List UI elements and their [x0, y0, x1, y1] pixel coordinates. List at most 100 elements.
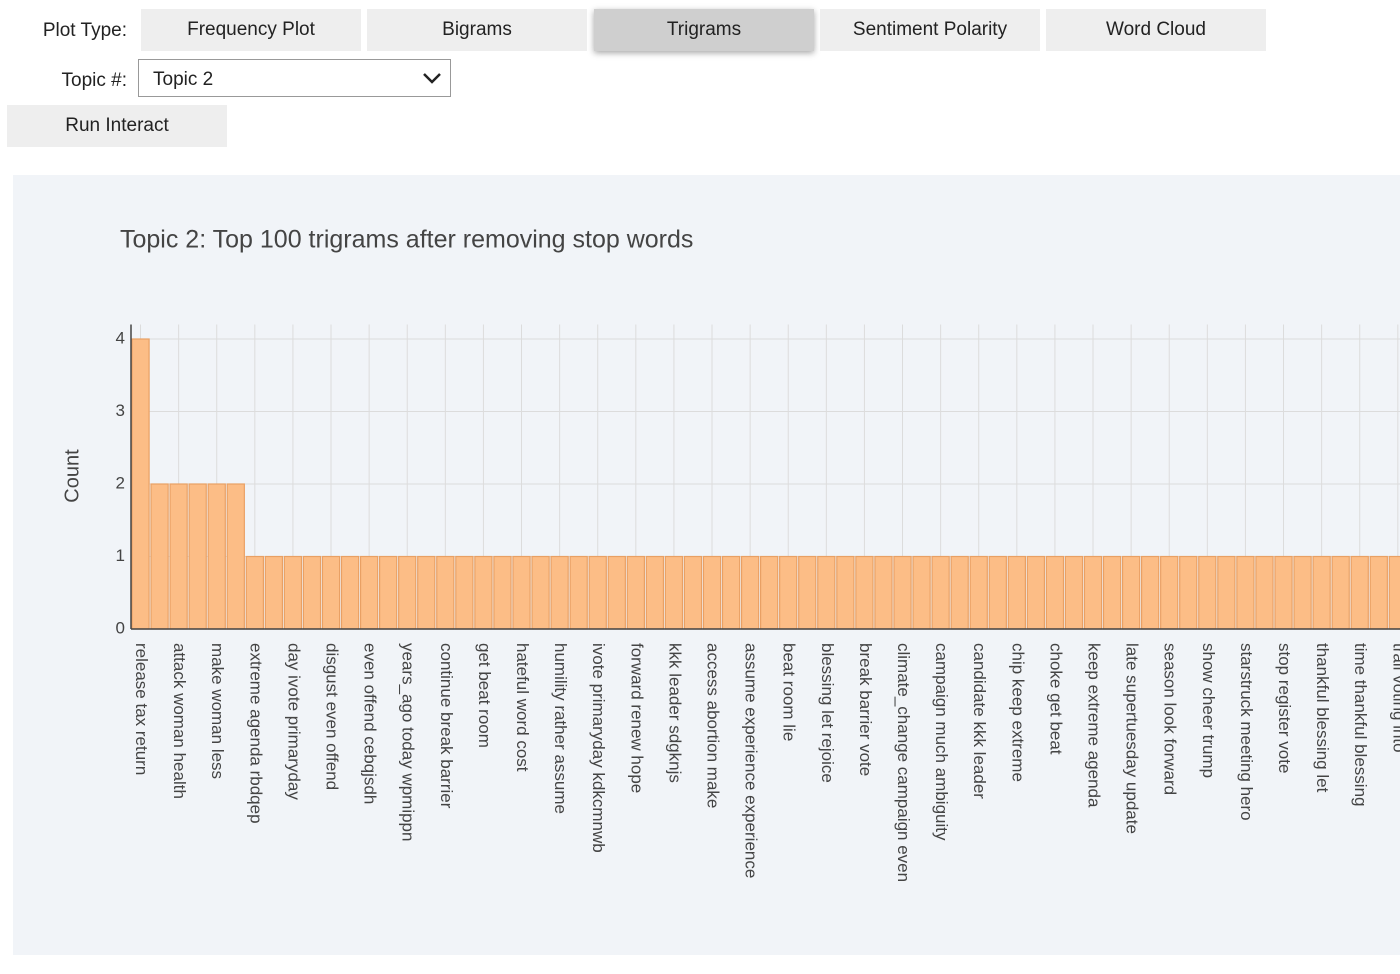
x-tick-label: trail voting into [1389, 643, 1400, 753]
plot-type-button[interactable]: Trigrams [594, 9, 814, 51]
x-tick-label: blessing let rejoice [818, 643, 837, 783]
bar [1064, 555, 1084, 630]
x-tick-label: starstruck meeting hero [1237, 643, 1256, 821]
bar [359, 555, 379, 630]
bar [1331, 555, 1350, 630]
bar [893, 555, 912, 630]
x-tick-label: humility rather assume [551, 643, 570, 814]
bar [1179, 555, 1198, 630]
bar [531, 555, 550, 630]
x-tick-label: even offend cebqjsdh [361, 643, 380, 804]
bar [626, 555, 645, 630]
bar [779, 555, 798, 630]
bar [512, 555, 531, 630]
bar [1141, 555, 1160, 630]
bar [1350, 555, 1369, 630]
plot-type-button[interactable]: Frequency Plot [141, 9, 361, 51]
x-tick-label: candidate kkk leader [970, 643, 989, 799]
bar [245, 555, 264, 630]
bar [131, 338, 150, 630]
x-tick-label: day ivote primaryday [284, 643, 303, 800]
bar [1217, 555, 1236, 630]
bar [855, 555, 874, 630]
topic-label: Topic #: [61, 70, 127, 91]
bar [150, 483, 169, 630]
bar [321, 555, 341, 630]
bar [969, 555, 988, 630]
x-tick-label: get beat room [475, 643, 494, 748]
y-tick-label: 4 [116, 328, 125, 347]
bar [740, 555, 760, 630]
x-tick-label: time thankful blessing [1351, 643, 1370, 806]
bar [798, 555, 817, 630]
bar [1293, 555, 1312, 630]
chart-title: Topic 2: Top 100 trigrams after removing… [120, 226, 693, 254]
bar [1274, 555, 1293, 630]
chart: Topic 2: Top 100 trigrams after removing… [13, 175, 1400, 955]
plot-type-button[interactable]: Bigrams [367, 9, 587, 51]
bar [283, 555, 303, 630]
x-tick-label: campaign much ambiguity [932, 643, 951, 841]
bar [226, 483, 245, 630]
bar [760, 555, 779, 630]
y-tick-label: 3 [116, 401, 125, 420]
x-tick-label: stop register vote [1275, 643, 1294, 773]
bar [702, 555, 722, 630]
x-tick-label: late supertuesday update [1123, 643, 1142, 834]
bar [207, 483, 226, 630]
bar [645, 555, 665, 630]
plot-type-label: Plot Type: [42, 20, 127, 41]
bar [988, 555, 1007, 630]
bar [302, 555, 322, 630]
bar [664, 555, 684, 630]
x-tick-label: release tax return [132, 643, 151, 775]
x-tick-label: assume experience experience [742, 643, 761, 878]
x-tick-label: disgust even offend [323, 643, 342, 790]
bar [1312, 555, 1331, 630]
y-tick-label: 0 [116, 618, 125, 637]
bar [1026, 555, 1046, 630]
topic-dropdown[interactable]: Topic 2 [138, 59, 451, 97]
bar [1198, 555, 1217, 630]
bar [1007, 555, 1026, 630]
bar [1160, 555, 1179, 630]
bar [169, 483, 188, 630]
bar [379, 555, 398, 630]
bar [950, 555, 969, 630]
bar [1102, 555, 1122, 630]
x-tick-label: extreme agenda rbdqep [246, 643, 265, 824]
bar [607, 555, 626, 630]
dropdown-arrow [423, 73, 441, 84]
bar [588, 555, 607, 630]
bar [1121, 555, 1141, 630]
x-tick-label: thankful blessing let [1313, 643, 1332, 793]
bar [493, 555, 512, 630]
topic-value: Topic 2 [153, 69, 214, 90]
bar [1388, 555, 1400, 630]
bar [188, 483, 207, 630]
bar [340, 555, 360, 630]
x-tick-label: kkk leader sdgknjs [665, 643, 684, 783]
x-tick-label: choke get beat [1046, 643, 1065, 755]
y-axis-label: Count [61, 449, 83, 503]
bar [721, 555, 741, 630]
x-tick-label: years_ago today wpmippn [399, 643, 418, 841]
bar [874, 555, 893, 630]
x-tick-label: continue break barrier [437, 643, 456, 809]
x-tick-label: ivote primaryday kdkcmnwb [589, 643, 608, 853]
x-tick-label: keep extreme agenda [1085, 643, 1104, 808]
bar [569, 555, 588, 630]
bar [1255, 555, 1274, 630]
x-tick-label: beat room lie [780, 643, 799, 741]
plot-type-button[interactable]: Sentiment Polarity [820, 9, 1040, 51]
x-tick-label: chip keep extreme [1008, 643, 1027, 782]
plot-type-button[interactable]: Word Cloud [1046, 9, 1266, 51]
x-tick-label: make woman less [208, 643, 227, 779]
bar [836, 555, 855, 630]
run-button[interactable]: Run Interact [7, 105, 227, 147]
bar [931, 555, 950, 630]
x-tick-label: climate_change campaign even [894, 643, 913, 882]
bar [436, 555, 455, 630]
bar [1369, 555, 1388, 630]
